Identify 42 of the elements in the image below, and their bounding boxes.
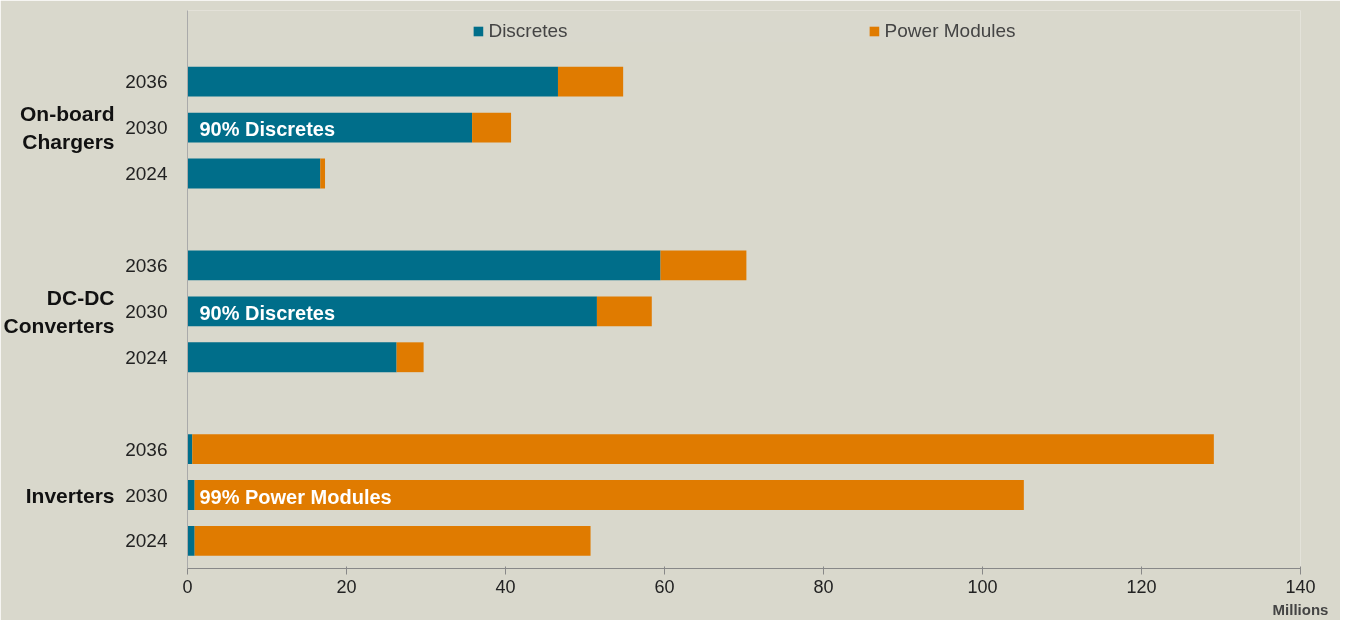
legend-label: Discretes — [488, 20, 568, 42]
text: Inverters — [25, 483, 115, 507]
bar — [187, 66, 558, 97]
x-tick-label: 60 — [654, 576, 675, 597]
bar — [396, 342, 424, 373]
y-tick-label: 2030 — [125, 300, 168, 322]
x-tick-label: 20 — [336, 576, 357, 597]
bar — [187, 480, 195, 510]
bar — [187, 158, 321, 189]
text: DC-DC Converters — [3, 286, 115, 337]
bar — [660, 250, 747, 281]
y-tick-label: 2030 — [125, 117, 168, 139]
annotation: 90% Discretes — [199, 302, 336, 325]
annotation: 90% Discretes — [199, 118, 336, 141]
legend-label: Power Modules — [884, 20, 1016, 42]
text: On-board Chargers — [20, 102, 115, 153]
bar — [194, 480, 1024, 510]
bar — [187, 526, 195, 556]
y-tick-label: 2024 — [125, 346, 168, 368]
bar — [596, 296, 652, 327]
bar — [472, 112, 512, 143]
bar — [187, 342, 397, 373]
y-tick-label: 2036 — [125, 438, 168, 460]
x-tick-label: 120 — [1126, 576, 1157, 597]
y-tick-label: 2036 — [125, 71, 168, 93]
bar — [320, 158, 326, 189]
x-axis-title: Millions — [1272, 600, 1329, 618]
annotation: 99% Power Modules — [199, 485, 392, 508]
x-tick-label: 140 — [1285, 576, 1316, 597]
x-tick-label: 80 — [813, 576, 834, 597]
y-tick-label: 2036 — [125, 254, 168, 276]
bar — [192, 434, 1214, 465]
y-tick-label: 2024 — [125, 163, 168, 185]
bar — [187, 250, 661, 281]
y-tick-label: 2030 — [125, 484, 168, 506]
bar — [557, 66, 624, 97]
x-tick-label: 100 — [967, 576, 998, 597]
x-tick-label: 0 — [182, 576, 193, 597]
y-tick-label: 2024 — [125, 530, 168, 552]
bar — [194, 526, 591, 556]
bar — [187, 296, 597, 327]
x-tick-label: 40 — [495, 576, 516, 597]
